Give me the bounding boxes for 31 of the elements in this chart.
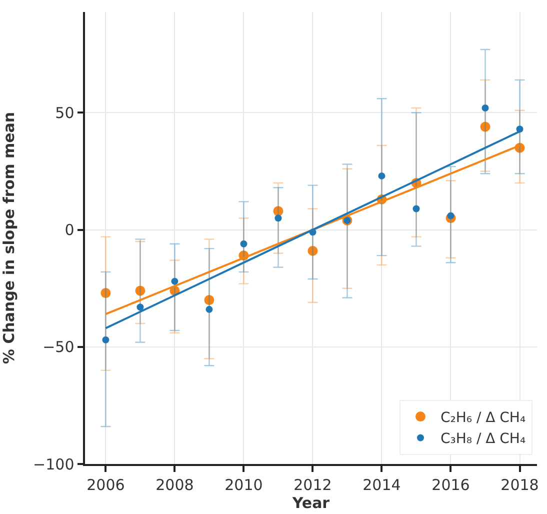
point [204,295,214,306]
x-tick-label: 2014 [362,476,401,494]
point [482,104,489,112]
legend-label: C₃H₈ / Δ CH₄ [440,431,526,448]
y-tick-label: 50 [55,104,74,122]
y-tick-label: −100 [33,455,74,474]
point [378,172,386,180]
y-tick-label: 0 [64,221,74,240]
legend-label: C₂H₆ / Δ CH₄ [440,410,526,426]
x-tick-label: 2008 [156,476,194,494]
point [171,278,178,285]
point [102,336,110,344]
point [308,246,318,256]
x-tick-label: 2016 [432,476,470,494]
x-axis-title: Year [291,494,330,512]
point [206,306,213,313]
point [240,240,248,248]
point [273,206,284,216]
y-axis-title: % Change in slope from mean [0,112,18,364]
point [135,286,146,296]
point [136,304,144,311]
point [447,212,454,220]
point [412,205,420,212]
point [480,122,490,132]
x-tick-label: 2006 [86,476,125,494]
x-tick-label: 2018 [500,476,539,494]
point [274,214,282,222]
point [100,288,111,298]
x-tick-label: 2012 [294,476,332,494]
y-tick-label: −50 [42,338,74,356]
x-tick-label: 2010 [224,476,263,494]
